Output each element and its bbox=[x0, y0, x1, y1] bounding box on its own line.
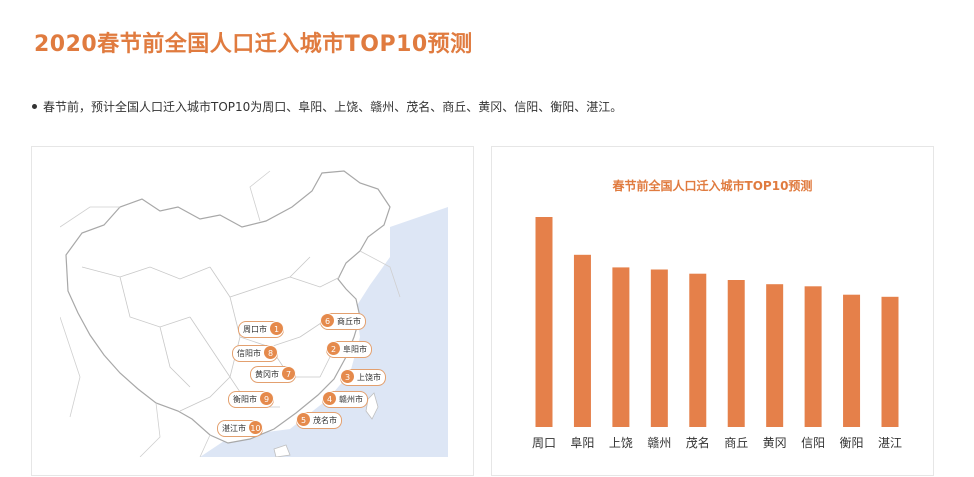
city-name: 信阳市 bbox=[237, 349, 261, 358]
rank-badge: 2 bbox=[326, 341, 341, 356]
bar-1 bbox=[573, 254, 591, 427]
city-tag-ganzhou: 4 赣州市 bbox=[322, 391, 368, 408]
rank-badge: 3 bbox=[340, 369, 355, 384]
sea-area bbox=[200, 207, 448, 457]
city-name: 上饶市 bbox=[357, 373, 381, 382]
city-name: 阜阳市 bbox=[343, 345, 367, 354]
rank-badge: 8 bbox=[263, 345, 278, 360]
city-name: 商丘市 bbox=[337, 317, 361, 326]
bar-chart: 周口 阜阳 上饶 赣州 茂名 商丘 黄冈 信阳 衡阳 湛江 bbox=[532, 217, 902, 450]
map-svg bbox=[60, 170, 448, 457]
x-tick-label: 黄冈 bbox=[763, 436, 787, 450]
x-tick-label: 上饶 bbox=[609, 436, 633, 450]
city-name: 茂名市 bbox=[313, 416, 337, 425]
city-tag-shangqiu: 6 商丘市 bbox=[320, 313, 366, 330]
x-tick-label: 湛江 bbox=[878, 436, 902, 450]
bar-8 bbox=[843, 294, 861, 427]
taiwan-island bbox=[365, 392, 379, 420]
china-outline bbox=[65, 170, 391, 444]
x-tick-label: 周口 bbox=[532, 436, 556, 450]
china-map: 周口市 1 6 商丘市 2 阜阳市 信阳市 8 黄冈市 7 3 上饶市 衡阳市 … bbox=[60, 167, 448, 457]
x-tick-label: 茂名 bbox=[686, 435, 710, 450]
city-tag-hengyang: 衡阳市 9 bbox=[228, 391, 274, 408]
city-name: 周口市 bbox=[243, 325, 267, 334]
bar-4 bbox=[689, 273, 707, 427]
x-tick-label: 衡阳 bbox=[840, 436, 864, 450]
bar-7 bbox=[804, 286, 822, 427]
rank-badge: 9 bbox=[259, 391, 274, 406]
city-tag-zhanjiang: 湛江市 10 bbox=[217, 420, 263, 437]
x-tick-label: 信阳 bbox=[801, 436, 825, 450]
bar-2 bbox=[612, 267, 630, 427]
hainan-island bbox=[273, 444, 291, 457]
neighbour-borders bbox=[60, 170, 401, 457]
city-tag-fuyang: 2 阜阳市 bbox=[326, 341, 372, 358]
bar-3 bbox=[650, 269, 668, 427]
chart-panel: 春节前全国人口迁入城市TOP10预测 周口 阜阳 上饶 赣州 茂名 商丘 黄冈 信阳 衡阳 湛江 bbox=[491, 146, 934, 476]
rank-badge: 6 bbox=[320, 313, 335, 328]
city-tag-huanggang: 黄冈市 7 bbox=[250, 366, 296, 383]
bar-6 bbox=[766, 284, 784, 427]
city-tag-shangrao: 3 上饶市 bbox=[340, 369, 386, 386]
city-name: 黄冈市 bbox=[255, 370, 279, 379]
x-tick-label: 商丘 bbox=[724, 435, 748, 450]
bar-5 bbox=[727, 280, 745, 427]
x-tick-label: 赣州 bbox=[647, 436, 671, 450]
rank-badge: 5 bbox=[296, 412, 311, 427]
rank-badge: 4 bbox=[322, 391, 337, 406]
rank-badge: 7 bbox=[281, 366, 296, 381]
city-tag-maoming: 5 茂名市 bbox=[296, 412, 342, 429]
bar-9 bbox=[881, 296, 899, 427]
city-name: 衡阳市 bbox=[233, 395, 257, 404]
summary-sentence: 春节前，预计全国人口迁入城市TOP10为周口、阜阳、上饶、赣州、茂名、商丘、黄冈… bbox=[43, 100, 623, 114]
rank-badge: 10 bbox=[248, 420, 263, 435]
city-tag-xinyang: 信阳市 8 bbox=[232, 345, 278, 362]
map-panel: 周口市 1 6 商丘市 2 阜阳市 信阳市 8 黄冈市 7 3 上饶市 衡阳市 … bbox=[31, 146, 474, 476]
summary-text: 春节前，预计全国人口迁入城市TOP10为周口、阜阳、上饶、赣州、茂名、商丘、黄冈… bbox=[32, 98, 622, 115]
chart-title: 春节前全国人口迁入城市TOP10预测 bbox=[612, 179, 813, 193]
city-name: 湛江市 bbox=[222, 424, 246, 433]
city-tag-zhoukou: 周口市 1 bbox=[238, 321, 284, 338]
page-title: 2020春节前全国人口迁入城市TOP10预测 bbox=[34, 32, 473, 57]
x-tick-label: 阜阳 bbox=[570, 436, 594, 450]
bar-0 bbox=[535, 217, 553, 427]
bullet-icon bbox=[32, 104, 37, 109]
city-name: 赣州市 bbox=[339, 395, 363, 404]
rank-badge: 1 bbox=[269, 321, 284, 336]
